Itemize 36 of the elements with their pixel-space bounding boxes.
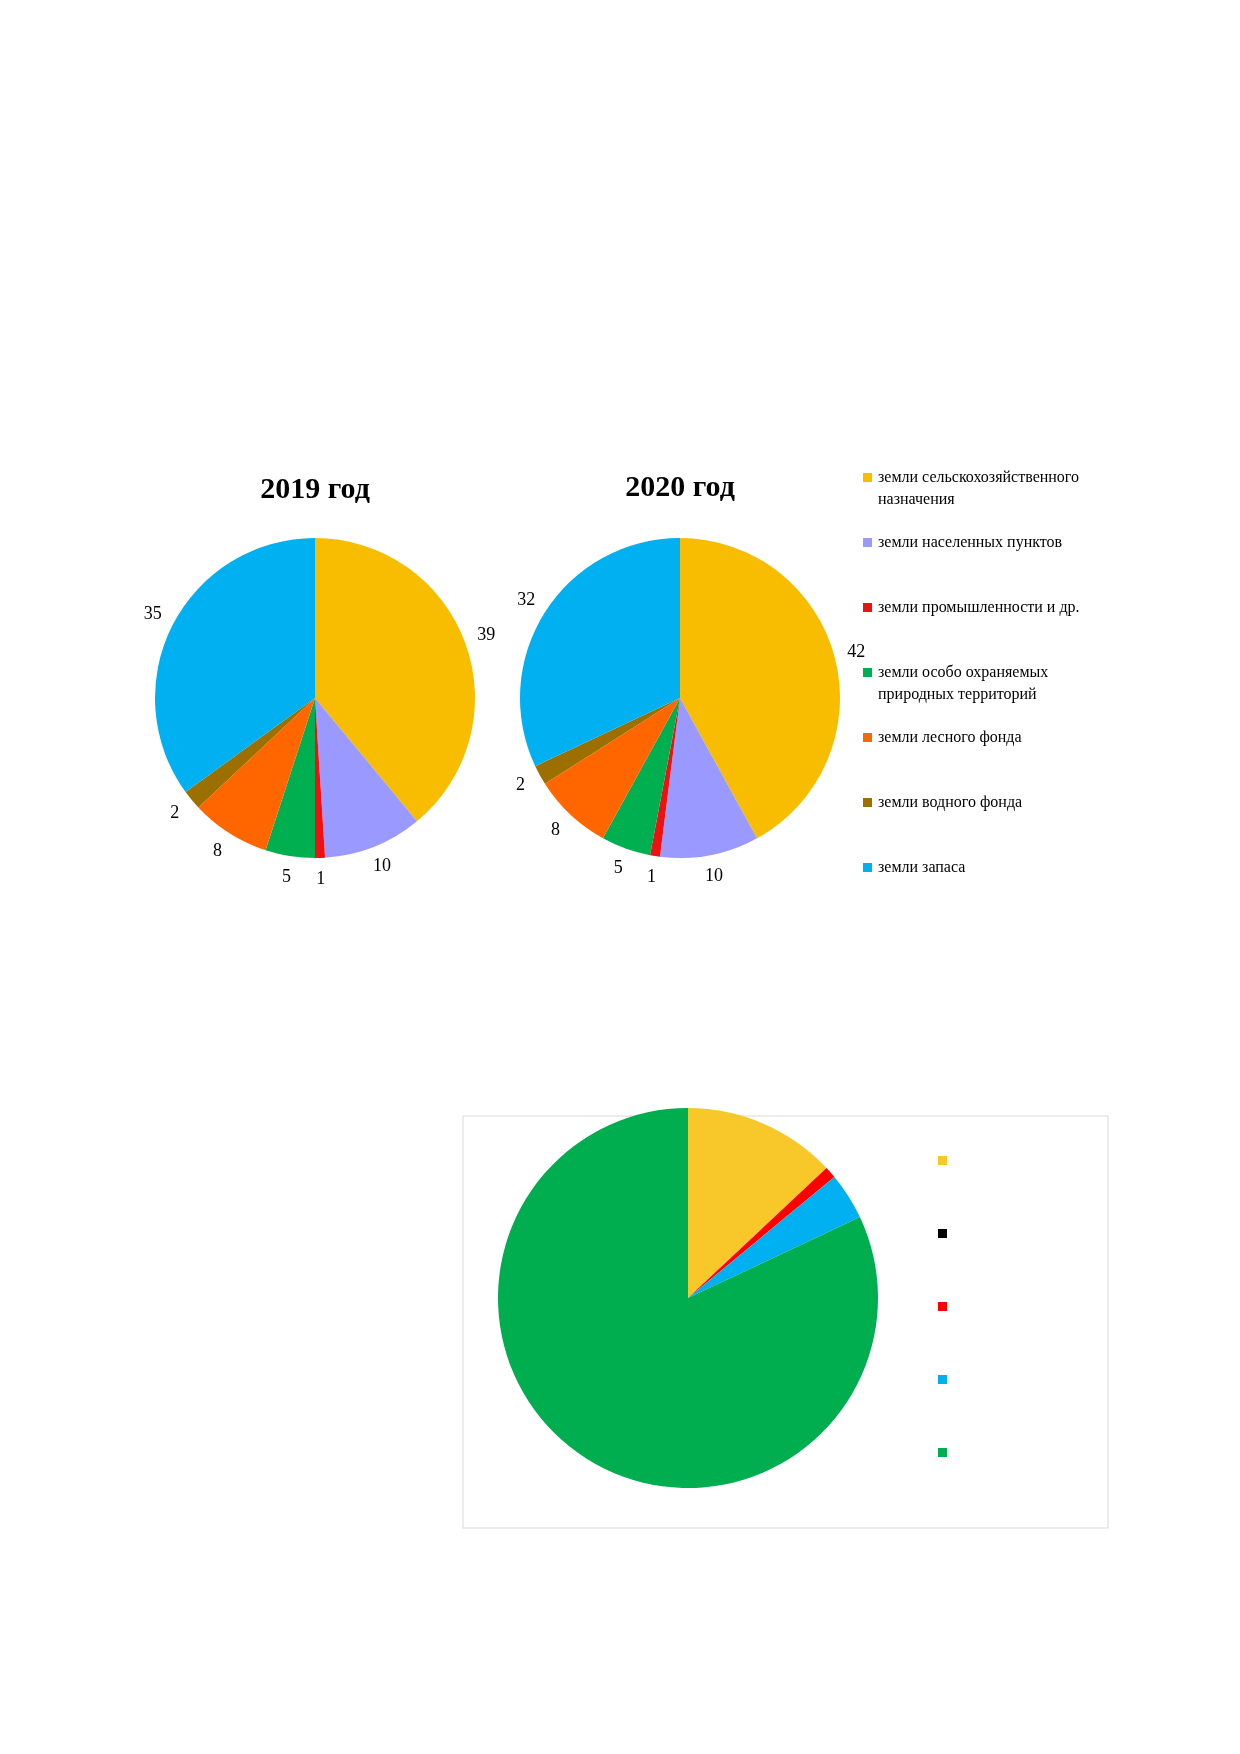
data-label: 32 — [517, 588, 536, 609]
pie-slice — [498, 1108, 878, 1488]
legend-label: земли водного фонда — [878, 792, 1023, 811]
pie-slice — [544, 698, 680, 839]
legend-label: земли лесного фонда — [878, 727, 1022, 746]
pie-slice — [659, 698, 758, 858]
legend-label: земли запаса — [878, 857, 966, 875]
data-label: 8 — [212, 839, 222, 860]
data-label: 5 — [282, 865, 292, 886]
data-label: 2 — [170, 802, 180, 823]
pie-slice — [650, 698, 680, 857]
legend-label: земли сельскохозяйственного назначения — [878, 467, 1080, 507]
pie-slice — [315, 698, 417, 858]
pie-slice — [315, 538, 475, 822]
legend-label: земли особо охраняемых природных территорий — [878, 662, 1049, 703]
chart-title: 2020 год — [625, 469, 735, 502]
pie-slice — [535, 698, 680, 784]
legend-label: земли промышленности и др. — [878, 597, 1080, 616]
pie-slice — [520, 538, 680, 767]
data-label: 39 — [477, 624, 496, 645]
data-label: 1 — [647, 865, 657, 886]
data-label: 8 — [550, 818, 560, 839]
data-label: 10 — [373, 855, 391, 876]
pie-slice — [265, 698, 315, 858]
data-label: 1 — [316, 868, 326, 889]
data-label: 2 — [516, 773, 526, 794]
chart-title: 2019 год — [260, 471, 370, 504]
pie-slice — [688, 1108, 827, 1298]
legend-label: земли населенных пунктов — [878, 532, 1063, 551]
data-label: 35 — [143, 603, 162, 624]
pie-slice — [680, 538, 840, 839]
data-label: 42 — [847, 640, 866, 661]
data-label: 10 — [705, 864, 724, 885]
pie-slice — [688, 1176, 860, 1298]
pie-slice — [602, 698, 680, 856]
data-label: 5 — [613, 857, 623, 878]
